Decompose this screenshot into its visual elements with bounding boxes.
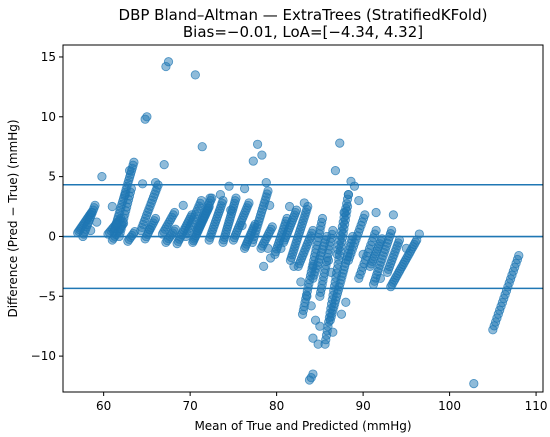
data-point <box>306 373 316 383</box>
data-point <box>112 219 122 230</box>
data-point <box>349 181 360 191</box>
data-point <box>124 166 135 176</box>
data-point <box>330 166 341 176</box>
data-point <box>308 261 318 271</box>
data-point <box>284 201 295 212</box>
data-point <box>302 291 312 301</box>
x-tick-label: 80 <box>269 399 284 413</box>
data-point <box>341 297 351 307</box>
data-point <box>263 243 273 254</box>
data-point <box>240 183 250 194</box>
y-tick-label: −10 <box>31 349 56 363</box>
reference-lines <box>63 183 543 290</box>
data-point <box>336 309 347 319</box>
data-point <box>469 379 479 389</box>
data-point <box>308 333 318 343</box>
data-point <box>205 193 215 203</box>
data-point <box>328 225 338 236</box>
data-point <box>252 139 263 149</box>
data-point <box>387 225 397 236</box>
data-point <box>129 157 139 167</box>
y-tick-label: 5 <box>48 170 56 184</box>
data-point <box>263 186 273 196</box>
x-tick-label: 90 <box>355 399 370 413</box>
x-tick-label: 70 <box>182 399 197 413</box>
y-tick-label: −5 <box>38 289 56 303</box>
chart-title: DBP Bland–Altman — ExtraTrees (Stratifie… <box>119 6 488 24</box>
data-point <box>92 217 102 227</box>
data-point <box>401 243 411 254</box>
y-axis-label: Difference (Pred − True) (mmHg) <box>6 119 20 317</box>
data-point <box>150 213 161 224</box>
data-point <box>226 205 236 215</box>
data-point <box>514 250 524 261</box>
data-point <box>90 200 100 210</box>
data-point <box>371 225 381 236</box>
data-point <box>244 198 254 208</box>
data-point <box>296 277 306 287</box>
data-point <box>267 222 277 232</box>
data-point <box>248 156 258 166</box>
data-point <box>299 198 309 208</box>
data-point <box>137 179 148 189</box>
y-tick-label: 0 <box>48 229 56 243</box>
data-point <box>120 189 130 200</box>
x-axis-label: Mean of True and Predicted (mmHg) <box>194 419 411 433</box>
y-tick-label: 10 <box>41 110 56 124</box>
chart-subtitle: Bias=−0.01, LoA=[−4.34, 4.32] <box>183 23 423 41</box>
data-point <box>144 224 155 234</box>
x-axis-ticks: 60 70 80 90 100 110 <box>96 392 548 413</box>
data-point <box>237 221 247 231</box>
data-point <box>315 321 325 331</box>
plot-area-frame <box>62 44 544 393</box>
data-point <box>354 195 364 206</box>
data-point <box>276 243 286 254</box>
x-tick-label: 60 <box>96 399 111 413</box>
data-point <box>317 213 328 224</box>
scatter-points <box>73 57 524 389</box>
data-point <box>335 138 345 148</box>
data-point <box>257 150 267 160</box>
data-point <box>313 339 323 349</box>
data-point <box>360 210 370 220</box>
data-point <box>169 207 180 218</box>
data-point <box>388 210 398 220</box>
data-point <box>343 189 354 200</box>
x-tick-label: 100 <box>438 399 461 413</box>
y-axis-ticks: −10 −5 0 5 10 15 <box>31 50 63 363</box>
data-point <box>326 267 336 277</box>
data-point <box>159 160 169 170</box>
data-point <box>328 327 338 337</box>
data-point <box>215 189 226 200</box>
data-point <box>197 142 207 152</box>
data-point <box>358 249 368 259</box>
data-point <box>196 195 206 206</box>
data-point <box>371 207 381 218</box>
data-point <box>259 261 269 271</box>
data-point <box>178 200 188 210</box>
data-point <box>163 57 174 67</box>
data-point <box>375 273 386 283</box>
data-point <box>265 253 276 263</box>
data-point <box>289 261 299 271</box>
x-tick-label: 110 <box>525 399 548 413</box>
data-point <box>142 112 152 122</box>
data-point <box>190 70 200 80</box>
data-point <box>265 200 275 210</box>
data-point <box>323 255 334 265</box>
data-point <box>306 301 316 311</box>
data-point <box>97 172 107 182</box>
y-tick-label: 15 <box>41 50 56 64</box>
data-point <box>86 225 96 236</box>
data-point <box>231 193 241 203</box>
data-point <box>107 201 117 212</box>
data-point <box>339 207 349 218</box>
data-point <box>224 181 234 191</box>
